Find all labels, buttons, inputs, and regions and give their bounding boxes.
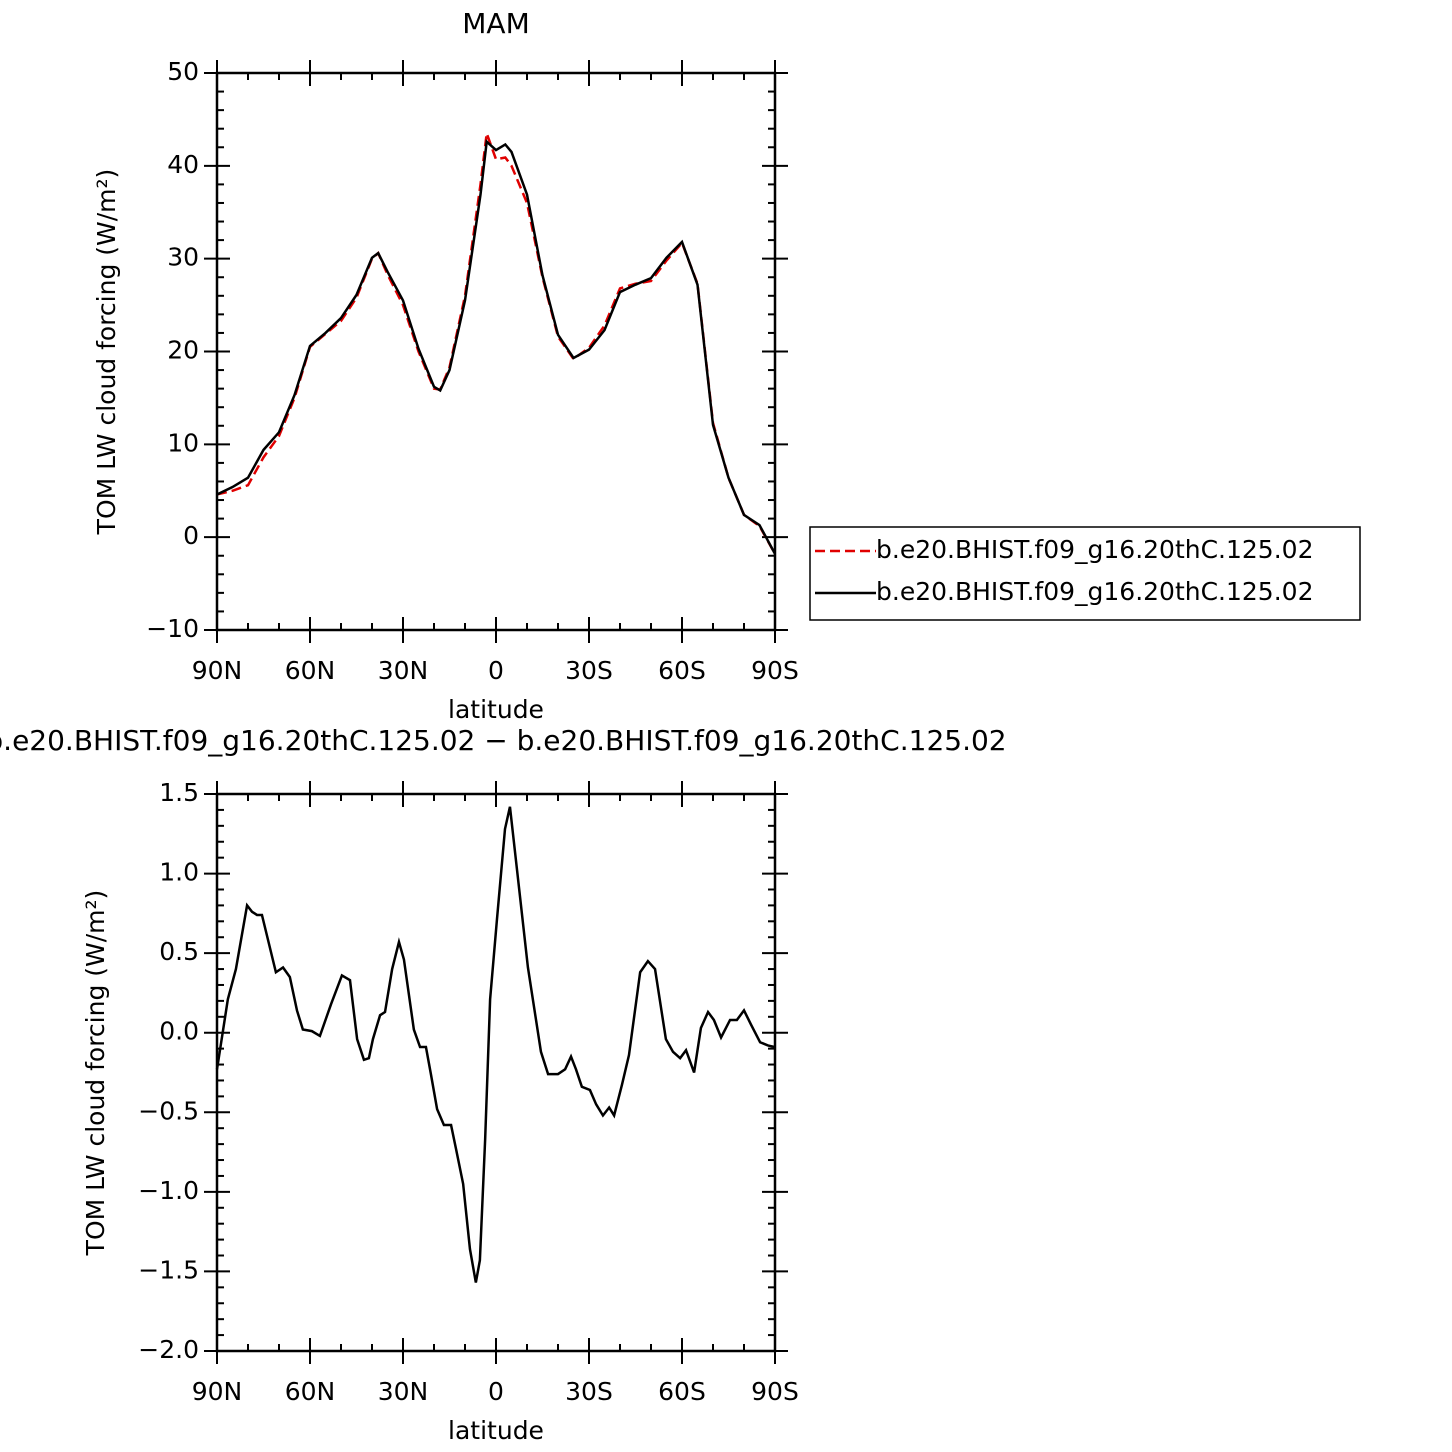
x-tick-label: 30N xyxy=(378,1377,429,1406)
x-tick-label: 60S xyxy=(658,656,706,685)
x-tick-label: 30N xyxy=(378,656,429,685)
plot-frame xyxy=(215,792,777,1353)
legend-label: b.e20.BHIST.f09_g16.20thC.125.02 xyxy=(876,535,1313,564)
x-tick-label: 30S xyxy=(565,656,613,685)
y-tick-label: 40 xyxy=(167,150,199,179)
y-tick-label: −10 xyxy=(146,614,199,643)
y-tick-label: 30 xyxy=(167,243,199,272)
x-axis-label: latitude xyxy=(448,695,544,724)
y-tick-label: −1.0 xyxy=(138,1176,199,1205)
x-tick-label: 0 xyxy=(488,656,504,685)
chart-title: b.e20.BHIST.f09_g16.20thC.125.02 − b.e20… xyxy=(0,724,1007,757)
data-line xyxy=(216,132,777,555)
y-axis-label: TOM LW cloud forcing (W/m²) xyxy=(92,169,121,536)
y-axis-label: TOM LW cloud forcing (W/m²) xyxy=(81,890,110,1257)
x-tick-label: 60N xyxy=(285,656,336,685)
data-line xyxy=(216,139,777,555)
data-line xyxy=(215,806,776,1283)
x-tick-label: 90S xyxy=(751,656,799,685)
y-tick-label: 0.0 xyxy=(159,1017,199,1046)
x-tick-label: 60S xyxy=(658,1377,706,1406)
y-tick-label: −0.5 xyxy=(138,1096,199,1125)
y-tick-label: −2.0 xyxy=(138,1335,199,1364)
y-tick-label: −1.5 xyxy=(138,1255,199,1284)
legend-label: b.e20.BHIST.f09_g16.20thC.125.02 xyxy=(876,577,1313,606)
y-tick-label: 20 xyxy=(167,336,199,365)
chart-title: MAM xyxy=(462,7,529,40)
x-tick-label: 90N xyxy=(192,656,243,685)
y-tick-label: 0 xyxy=(183,521,199,550)
x-tick-label: 90N xyxy=(192,1377,243,1406)
x-tick-label: 30S xyxy=(565,1377,613,1406)
y-tick-label: 1.0 xyxy=(159,858,199,887)
y-tick-label: 1.5 xyxy=(159,778,199,807)
y-tick-label: 10 xyxy=(167,428,199,457)
x-tick-label: 0 xyxy=(488,1377,504,1406)
x-axis-label: latitude xyxy=(448,1416,544,1445)
x-tick-label: 90S xyxy=(751,1377,799,1406)
y-tick-label: 50 xyxy=(167,57,199,86)
x-tick-label: 60N xyxy=(285,1377,336,1406)
plot-frame xyxy=(215,71,777,632)
y-tick-label: 0.5 xyxy=(159,937,199,966)
legend-box xyxy=(809,526,1361,621)
